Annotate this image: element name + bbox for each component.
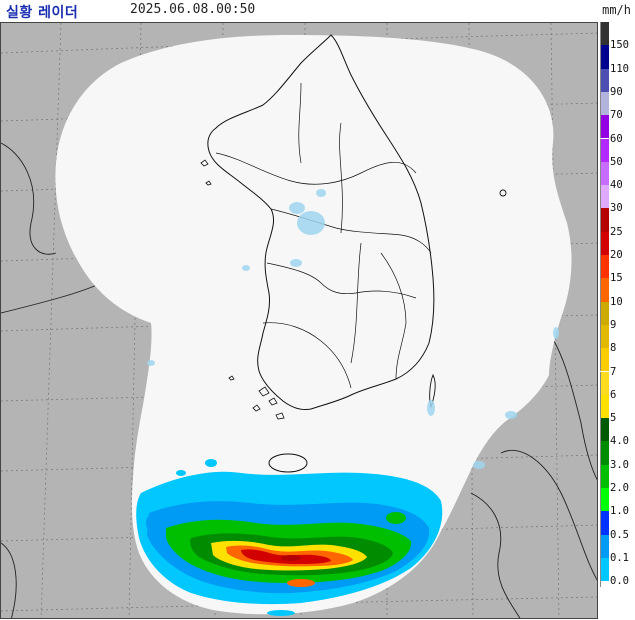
legend-label: 6: [610, 388, 617, 401]
legend-swatch: [600, 208, 609, 232]
legend-label: 4.0: [610, 435, 629, 448]
legend-swatch: [600, 138, 609, 162]
legend-label: 60: [610, 132, 623, 145]
legend-label: 20: [610, 249, 623, 261]
legend-label: 50: [610, 155, 623, 168]
west-coast-islands: [200, 159, 285, 420]
legend-label: 0.0: [610, 575, 629, 588]
legend-label: 1.0: [610, 505, 629, 518]
legend-label: 15: [610, 272, 623, 285]
legend-swatch: [600, 534, 609, 558]
legend-label: 0.5: [610, 528, 629, 541]
province-boundary: [262, 322, 352, 389]
legend-swatch: [600, 91, 609, 116]
outside-land-outline: [1, 142, 597, 618]
legend-swatch-zero: [600, 581, 609, 588]
light-echoes: [147, 189, 559, 469]
legend-label: 3.0: [610, 458, 629, 471]
legend-swatch: [600, 441, 609, 465]
legend-label: 10: [610, 295, 623, 308]
legend-label: 0.1: [610, 551, 629, 564]
observation-timestamp: 2025.06.08.00:50: [130, 2, 256, 17]
legend-label: 8: [610, 342, 617, 355]
legend-swatch: [600, 348, 609, 372]
ulleungdo-island: [499, 189, 507, 197]
legend-swatch: [600, 68, 609, 92]
radar-map: [0, 22, 598, 619]
legend-label: 70: [610, 109, 623, 122]
legend-swatch: [600, 231, 609, 255]
legend-swatch: [600, 301, 609, 325]
legend-label: 9: [610, 318, 617, 331]
province-boundary: [380, 252, 407, 380]
precipitation-legend: 150 110 90 70 60 50 40 30 25 20 15 10 9 8 7 6 5 4.0 3.0 2.0…: [600, 22, 635, 606]
legend-swatch: [600, 324, 609, 349]
legend-label: 30: [610, 202, 623, 215]
legend-label: 25: [610, 225, 623, 238]
legend-swatch: [600, 185, 609, 209]
legend-swatch: [600, 488, 609, 512]
legend-swatch: [600, 371, 609, 395]
legend-label: 110: [610, 62, 629, 75]
legend-swatch: [600, 115, 609, 139]
legend-label: 5: [610, 412, 617, 425]
page-title: 실황 레이더: [6, 5, 79, 21]
peninsula-coastline: [207, 34, 435, 410]
province-boundary: [215, 152, 417, 185]
province-boundary: [266, 262, 417, 299]
legend-label: 7: [610, 365, 617, 378]
legend-swatch: [600, 45, 609, 69]
legend-swatch: [600, 394, 609, 419]
legend-swatch: [600, 22, 609, 46]
legend-swatch: [600, 255, 609, 279]
radar-coverage-area: [55, 35, 572, 615]
legend-swatch: [600, 278, 609, 302]
legend-swatch: [600, 511, 609, 535]
precipitation-band: [136, 459, 443, 616]
legend-unit-label: mm/h: [602, 3, 631, 17]
legend-swatch: [600, 418, 609, 442]
legend-swatch: [600, 464, 609, 488]
legend-label: 150: [610, 39, 629, 52]
legend-label: 2.0: [610, 482, 629, 494]
province-boundary: [298, 82, 362, 364]
jeju-island: [268, 453, 308, 473]
legend-label: 90: [610, 85, 623, 98]
legend-swatch: [600, 557, 609, 582]
legend-label: 40: [610, 179, 623, 192]
legend-swatch: [600, 161, 609, 186]
